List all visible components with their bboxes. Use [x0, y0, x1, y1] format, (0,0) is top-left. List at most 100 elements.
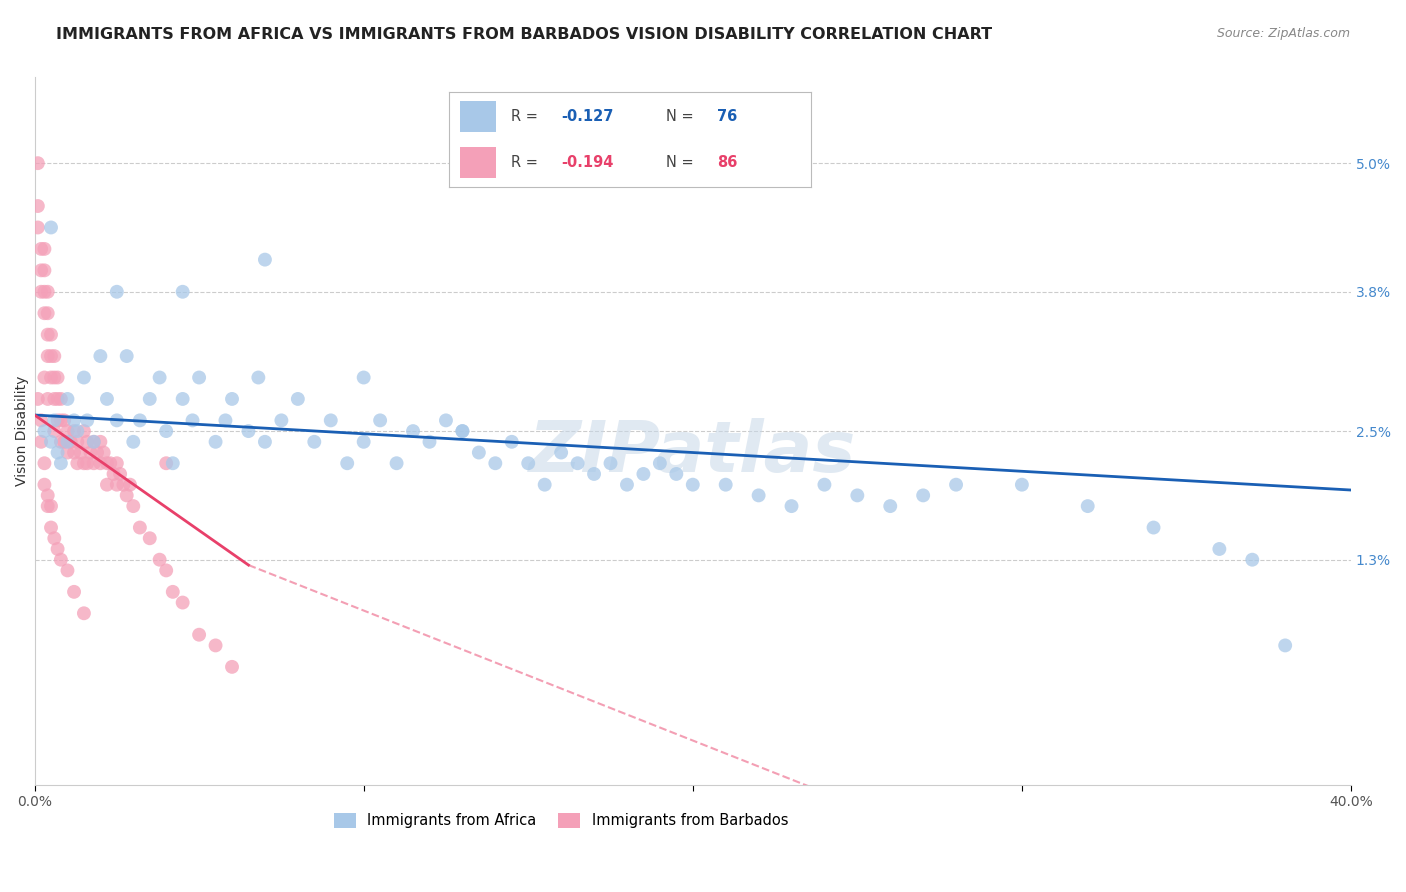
- Point: [287, 392, 309, 406]
- Point: [550, 445, 572, 459]
- Point: [714, 477, 737, 491]
- Point: [73, 456, 96, 470]
- Y-axis label: Vision Disability: Vision Disability: [15, 376, 30, 486]
- Text: Source: ZipAtlas.com: Source: ZipAtlas.com: [1216, 27, 1350, 40]
- Point: [34, 263, 56, 277]
- Point: [49, 413, 72, 427]
- Point: [105, 456, 128, 470]
- Point: [188, 370, 211, 384]
- Point: [34, 477, 56, 491]
- Point: [73, 424, 96, 438]
- Point: [112, 477, 135, 491]
- Point: [247, 370, 270, 384]
- Point: [83, 434, 105, 449]
- Point: [336, 456, 359, 470]
- Point: [34, 370, 56, 384]
- Point: [108, 467, 131, 481]
- Point: [63, 585, 86, 599]
- Point: [66, 434, 89, 449]
- Point: [27, 199, 49, 213]
- Point: [385, 456, 408, 470]
- Point: [780, 499, 803, 513]
- Point: [63, 413, 86, 427]
- Point: [270, 413, 292, 427]
- Point: [46, 392, 69, 406]
- Point: [221, 392, 243, 406]
- Point: [115, 488, 138, 502]
- Point: [39, 520, 62, 534]
- Point: [44, 349, 66, 363]
- Point: [846, 488, 869, 502]
- Point: [37, 499, 59, 513]
- Point: [89, 456, 111, 470]
- Point: [34, 306, 56, 320]
- Point: [27, 156, 49, 170]
- Point: [1011, 477, 1033, 491]
- Point: [162, 456, 184, 470]
- Point: [44, 424, 66, 438]
- Point: [79, 445, 101, 459]
- Legend: Immigrants from Africa, Immigrants from Barbados: Immigrants from Africa, Immigrants from …: [328, 807, 794, 834]
- Point: [879, 499, 901, 513]
- Point: [648, 456, 671, 470]
- Point: [98, 456, 121, 470]
- Point: [616, 477, 638, 491]
- Point: [27, 220, 49, 235]
- Text: IMMIGRANTS FROM AFRICA VS IMMIGRANTS FROM BARBADOS VISION DISABILITY CORRELATION: IMMIGRANTS FROM AFRICA VS IMMIGRANTS FRO…: [56, 27, 993, 42]
- Point: [56, 392, 79, 406]
- Point: [66, 456, 89, 470]
- Point: [353, 434, 375, 449]
- Point: [368, 413, 391, 427]
- Point: [813, 477, 835, 491]
- Point: [46, 413, 69, 427]
- Point: [204, 639, 226, 653]
- Point: [214, 413, 236, 427]
- Point: [34, 456, 56, 470]
- Point: [49, 552, 72, 566]
- Point: [30, 285, 52, 299]
- Point: [567, 456, 589, 470]
- Point: [149, 552, 172, 566]
- Point: [945, 477, 967, 491]
- Point: [172, 596, 194, 610]
- Point: [27, 392, 49, 406]
- Point: [56, 563, 79, 577]
- Point: [46, 370, 69, 384]
- Point: [188, 628, 211, 642]
- Point: [37, 327, 59, 342]
- Point: [39, 370, 62, 384]
- Point: [1274, 639, 1296, 653]
- Point: [96, 456, 118, 470]
- Point: [37, 285, 59, 299]
- Point: [434, 413, 457, 427]
- Point: [73, 370, 96, 384]
- Point: [253, 434, 276, 449]
- Point: [37, 349, 59, 363]
- Point: [122, 499, 145, 513]
- Point: [1077, 499, 1099, 513]
- Point: [128, 520, 150, 534]
- Point: [63, 424, 86, 438]
- Point: [69, 445, 91, 459]
- Point: [89, 434, 111, 449]
- Point: [221, 660, 243, 674]
- Point: [533, 477, 555, 491]
- Point: [1142, 520, 1164, 534]
- Point: [1208, 541, 1230, 556]
- Point: [44, 413, 66, 427]
- Point: [34, 285, 56, 299]
- Point: [128, 413, 150, 427]
- Point: [44, 392, 66, 406]
- Point: [517, 456, 540, 470]
- Point: [451, 424, 474, 438]
- Point: [56, 434, 79, 449]
- Point: [633, 467, 655, 481]
- Point: [665, 467, 688, 481]
- Point: [39, 349, 62, 363]
- Point: [49, 434, 72, 449]
- Point: [39, 434, 62, 449]
- Point: [105, 477, 128, 491]
- Point: [56, 445, 79, 459]
- Point: [451, 424, 474, 438]
- Point: [172, 392, 194, 406]
